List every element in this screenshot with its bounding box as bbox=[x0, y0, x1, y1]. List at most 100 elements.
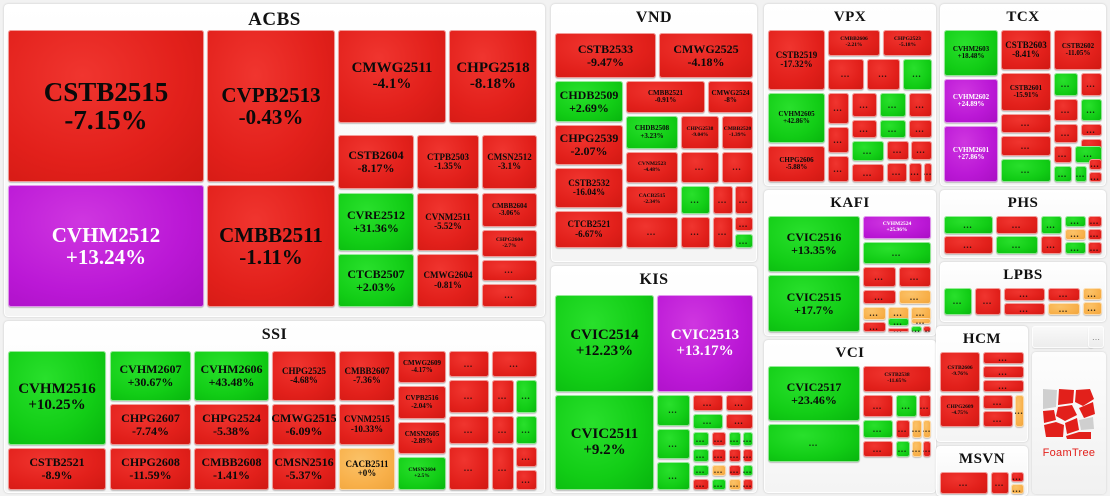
treemap-cell-collapsed[interactable]: … bbox=[852, 164, 884, 182]
treemap-cell-collapsed[interactable]: … bbox=[852, 141, 884, 161]
treemap-cell-collapsed[interactable]: … bbox=[681, 217, 710, 248]
treemap-cell[interactable]: CSTB2533 -9.47% bbox=[555, 33, 656, 78]
treemap-cell-collapsed[interactable]: … bbox=[911, 307, 931, 320]
treemap-cell[interactable]: CHPG2608 -11.59% bbox=[110, 448, 191, 490]
treemap-cell-collapsed[interactable]: … bbox=[944, 216, 993, 234]
treemap-cell-collapsed[interactable]: … bbox=[482, 284, 537, 307]
treemap-cell[interactable]: CMBB2511 -1.11% bbox=[207, 185, 335, 307]
treemap-cell[interactable]: CSTB2603 -8.41% bbox=[1001, 30, 1051, 70]
treemap-cell-collapsed[interactable]: … bbox=[735, 234, 753, 248]
treemap-cell-collapsed[interactable]: … bbox=[712, 465, 726, 476]
treemap-cell[interactable]: CVIC2513 +13.17% bbox=[657, 295, 753, 392]
treemap-cell-collapsed[interactable]: … bbox=[1011, 484, 1024, 494]
treemap-cell-collapsed[interactable]: … bbox=[1004, 303, 1045, 315]
treemap-cell-collapsed[interactable]: … bbox=[996, 216, 1038, 234]
treemap-cell-collapsed[interactable]: … bbox=[983, 352, 1024, 364]
treemap-cell-collapsed[interactable]: … bbox=[923, 441, 931, 457]
treemap-cell[interactable]: CSTB2515 -7.15% bbox=[8, 30, 204, 182]
treemap-cell-collapsed[interactable]: … bbox=[1088, 216, 1102, 227]
treemap-cell-collapsed[interactable]: … bbox=[911, 326, 922, 332]
treemap-cell[interactable]: CSTB2532 -16.04% bbox=[555, 168, 623, 208]
treemap-cell[interactable]: CVHM2606 +43.48% bbox=[194, 351, 269, 401]
treemap-cell-collapsed[interactable]: … bbox=[1054, 73, 1078, 96]
treemap-cell-collapsed[interactable]: … bbox=[880, 93, 906, 117]
treemap-cell-collapsed[interactable]: … bbox=[912, 441, 922, 457]
treemap-cell[interactable]: CTPB2503 -1.35% bbox=[417, 135, 479, 189]
treemap-cell-collapsed[interactable]: … bbox=[492, 416, 514, 444]
treemap-cell[interactable]: CACB2511 +0% bbox=[339, 448, 395, 490]
treemap-cell-collapsed[interactable]: … bbox=[492, 380, 514, 413]
treemap-cell-collapsed[interactable]: … bbox=[888, 307, 909, 320]
treemap-cell[interactable]: CHPG2538 -9.04% bbox=[681, 116, 719, 149]
treemap-cell-collapsed[interactable]: … bbox=[729, 449, 741, 462]
treemap-cell-collapsed[interactable]: … bbox=[713, 217, 733, 248]
treemap-cell[interactable]: CSTB2606 -9.76% bbox=[940, 352, 980, 392]
treemap-cell-collapsed[interactable]: … bbox=[743, 449, 753, 462]
treemap-cell-collapsed[interactable]: … bbox=[722, 152, 753, 183]
treemap-cell-collapsed[interactable]: … bbox=[693, 395, 723, 411]
treemap-cell-collapsed[interactable]: … bbox=[1048, 288, 1080, 301]
treemap-cell[interactable]: CVNM2523 -4.48% bbox=[626, 152, 678, 183]
treemap-cell-collapsed[interactable]: … bbox=[726, 414, 753, 429]
treemap-cell-collapsed[interactable]: … bbox=[1081, 99, 1102, 121]
treemap-cell[interactable]: CSTB2601 -15.91% bbox=[1001, 73, 1051, 111]
treemap-cell[interactable]: CSTB2602 -11.05% bbox=[1054, 30, 1102, 70]
treemap-cell-collapsed[interactable]: … bbox=[735, 186, 753, 214]
treemap-cell[interactable]: CHPG2518 -8.18% bbox=[449, 30, 537, 123]
treemap-cell-collapsed[interactable]: … bbox=[983, 380, 1024, 392]
treemap-cell-collapsed[interactable]: … bbox=[852, 93, 877, 117]
treemap-cell-collapsed[interactable]: … bbox=[1054, 146, 1072, 163]
treemap-cell[interactable]: CVIC2515 +17.7% bbox=[768, 275, 860, 332]
treemap-cell-collapsed[interactable]: … bbox=[693, 465, 709, 476]
treemap-cell[interactable]: CTCB2521 -6.67% bbox=[555, 211, 623, 248]
treemap-cell-collapsed[interactable]: … bbox=[1065, 216, 1086, 227]
treemap-cell-collapsed[interactable]: … bbox=[1088, 229, 1102, 240]
treemap-cell-collapsed[interactable]: … bbox=[911, 141, 932, 160]
treemap-cell-collapsed[interactable]: … bbox=[909, 93, 932, 117]
treemap-cell-collapsed[interactable]: … bbox=[729, 479, 741, 490]
treemap-cell-collapsed[interactable]: … bbox=[1088, 242, 1102, 254]
treemap-cell[interactable]: CMBB2607 -7.36% bbox=[339, 351, 395, 401]
treemap-cell-collapsed[interactable]: … bbox=[693, 479, 709, 490]
treemap-cell-collapsed[interactable]: … bbox=[449, 380, 489, 413]
treemap-cell-collapsed[interactable]: … bbox=[1083, 288, 1102, 300]
treemap-cell-collapsed[interactable]: … bbox=[743, 465, 753, 476]
treemap-cell-collapsed[interactable]: … bbox=[919, 395, 931, 417]
treemap-cell[interactable]: CVHM2605 +42.86% bbox=[768, 93, 825, 143]
treemap-cell-collapsed[interactable]: … bbox=[887, 141, 909, 160]
treemap-cell-collapsed[interactable]: … bbox=[944, 236, 993, 254]
treemap-cell-collapsed[interactable]: … bbox=[923, 326, 931, 332]
treemap-cell-collapsed[interactable]: … bbox=[975, 288, 1001, 315]
treemap-cell-collapsed[interactable]: … bbox=[896, 420, 910, 438]
treemap-cell-collapsed[interactable]: … bbox=[1001, 159, 1051, 182]
treemap-cell[interactable]: CVPB2516 -2.04% bbox=[398, 386, 446, 419]
treemap-cell-collapsed[interactable]: … bbox=[713, 186, 733, 214]
treemap-cell-collapsed[interactable]: … bbox=[516, 447, 537, 467]
treemap-cell[interactable]: CACB2515 -2.34% bbox=[626, 186, 678, 214]
treemap-cell-collapsed[interactable]: … bbox=[516, 470, 537, 490]
treemap-cell[interactable]: CMSN2605 -2.89% bbox=[398, 422, 446, 454]
treemap-cell[interactable]: CMWG2604 -0.81% bbox=[417, 254, 479, 307]
treemap-cell-collapsed[interactable]: … bbox=[516, 380, 537, 413]
treemap-cell-collapsed[interactable]: … bbox=[828, 156, 849, 182]
treemap-cell-collapsed[interactable]: … bbox=[1089, 172, 1102, 182]
treemap-cell-collapsed[interactable]: … bbox=[492, 351, 537, 377]
treemap-cell-collapsed[interactable]: … bbox=[863, 267, 896, 287]
treemap-cell[interactable]: CSTB2604 -8.17% bbox=[338, 135, 414, 189]
treemap-cell[interactable]: CHDB2509 +2.69% bbox=[555, 81, 623, 122]
treemap-cell[interactable]: CVHM2601 +27.86% bbox=[944, 126, 998, 182]
treemap-cell[interactable]: CHDB2508 +3.23% bbox=[626, 116, 678, 149]
treemap-cell-collapsed[interactable]: … bbox=[863, 322, 886, 332]
treemap-cell-collapsed[interactable]: … bbox=[880, 120, 906, 138]
treemap-cell-collapsed[interactable]: … bbox=[729, 465, 741, 476]
treemap-cell-collapsed[interactable]: … bbox=[923, 420, 931, 438]
treemap-cell-collapsed[interactable]: … bbox=[735, 217, 753, 231]
treemap-cell-collapsed[interactable]: … bbox=[681, 152, 719, 183]
footer-more-chip[interactable]: … bbox=[1088, 326, 1104, 348]
treemap-cell[interactable]: CHPG2604 -2.7% bbox=[482, 230, 537, 257]
treemap-cell-collapsed[interactable]: … bbox=[867, 59, 900, 90]
treemap-cell[interactable]: CHPG2525 -4.68% bbox=[272, 351, 336, 401]
treemap-cell-collapsed[interactable]: … bbox=[729, 432, 741, 446]
treemap-cell-collapsed[interactable]: … bbox=[863, 290, 896, 304]
treemap-cell[interactable]: CMWG2511 -4.1% bbox=[338, 30, 446, 123]
